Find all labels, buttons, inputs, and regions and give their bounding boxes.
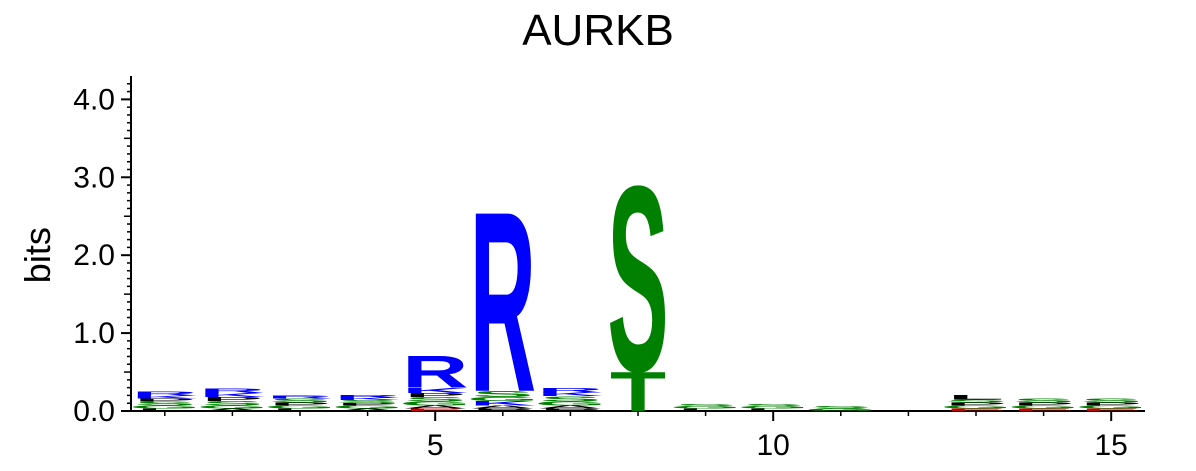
- logo-letter-p: P: [945, 402, 1006, 407]
- logo-letter-g: G: [467, 396, 538, 402]
- y-tick-label: 4.0: [73, 83, 115, 116]
- logo-letter-p: P: [269, 402, 330, 407]
- logo-letter-r: R: [537, 386, 603, 393]
- logo-letter-g: G: [400, 401, 471, 407]
- logo-letter-a: A: [199, 408, 265, 412]
- logo-letter-k: K: [537, 391, 603, 397]
- logo-letter-e: E: [1013, 408, 1074, 412]
- logo-letter-g: G: [332, 405, 403, 410]
- logo-letter-p: P: [1081, 402, 1142, 407]
- x-tick-label: 15: [1095, 429, 1128, 462]
- logo-letter-l: L: [678, 408, 734, 412]
- logo-letter-p: P: [405, 392, 466, 398]
- logo-letter-s: S: [1013, 398, 1074, 404]
- logo-letter-p: P: [1013, 402, 1074, 407]
- logo-letter-k: K: [470, 400, 536, 407]
- logo-letter-e: E: [1081, 408, 1142, 412]
- logo-letter-a: A: [537, 405, 603, 410]
- logo-letter-g: G: [129, 405, 200, 410]
- logo-letter-r: R: [132, 391, 198, 397]
- logo-letter-k: K: [132, 395, 198, 400]
- logo-letter-s: S: [202, 400, 263, 407]
- logo-letter-p: P: [337, 403, 398, 407]
- logo-letter-p: P: [540, 408, 601, 412]
- logo-letter-t: T: [610, 361, 666, 424]
- logo-letter-r: R: [402, 347, 468, 398]
- logo-letter-g: G: [535, 401, 606, 407]
- logo-letter-s: S: [1081, 398, 1142, 404]
- logo-letter-a: A: [402, 405, 468, 410]
- x-tick-label: 10: [757, 429, 790, 462]
- logo-letter-g: G: [670, 406, 741, 410]
- logo-letter-s: S: [134, 401, 195, 407]
- logo-letter-l: L: [745, 408, 801, 412]
- logo-letter-e: E: [945, 408, 1006, 412]
- logo-letter-l: L: [272, 408, 328, 412]
- logo-letter-g: G: [197, 405, 268, 410]
- logo-letter-s: S: [472, 389, 533, 399]
- logo-letter-a: A: [334, 408, 400, 412]
- logo-letter-s: S: [675, 403, 736, 407]
- logo-letter-g: G: [940, 405, 1011, 410]
- logo-letter-s: S: [405, 396, 466, 403]
- logo-letter-s: S: [743, 403, 804, 407]
- logo-letter-k: K: [199, 392, 265, 398]
- logo-letter-l: L: [948, 393, 1004, 400]
- logo-letter-g: G: [805, 408, 876, 412]
- logo-letter-r: R: [199, 387, 265, 394]
- logo-letter-g: G: [1076, 405, 1147, 410]
- logo-letter-k: K: [402, 386, 468, 394]
- y-tick-label: 1.0: [73, 317, 115, 350]
- logo-letter-e: E: [405, 408, 466, 412]
- logo-letter-r: R: [334, 394, 400, 399]
- x-tick-label: 5: [427, 429, 444, 462]
- chart-title: AURKB: [522, 6, 674, 55]
- logo-letter-s: S: [337, 399, 398, 404]
- logo-letter-s: S: [945, 398, 1006, 403]
- y-tick-label: 2.0: [73, 239, 115, 272]
- logo-letter-g: G: [738, 406, 809, 410]
- logo-letter-s: S: [810, 406, 871, 410]
- logo-letter-p: P: [472, 408, 533, 412]
- logo-letter-k: K: [334, 397, 400, 401]
- logo-letter-g: G: [264, 405, 335, 410]
- logo-letter-p: P: [202, 396, 263, 402]
- logo-letter-s: S: [269, 398, 330, 404]
- logo-letter-s: S: [607, 131, 668, 428]
- logo-letter-r: R: [470, 158, 536, 446]
- y-axis-label: bits: [17, 227, 58, 283]
- logo-letter-s: S: [540, 395, 601, 403]
- logo-letter-p: P: [134, 398, 195, 403]
- logo-letter-l: L: [137, 408, 193, 412]
- y-tick-label: 3.0: [73, 161, 115, 194]
- y-tick-label: 0.0: [73, 395, 115, 428]
- logo-letter-g: G: [1008, 405, 1079, 410]
- logo-letter-r: R: [267, 395, 333, 400]
- logo-letter-a: A: [470, 405, 536, 410]
